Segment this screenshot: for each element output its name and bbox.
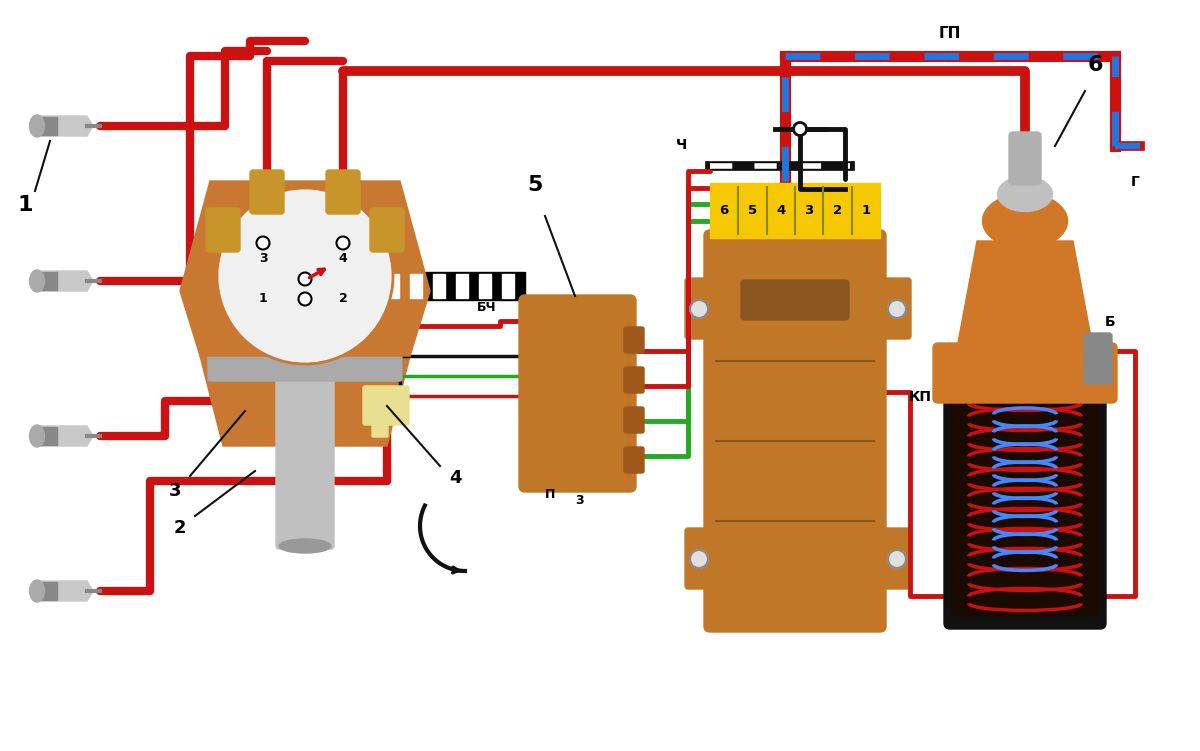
Polygon shape [37,426,94,446]
Text: 3: 3 [576,494,584,507]
FancyBboxPatch shape [934,343,1117,403]
Polygon shape [37,427,58,445]
FancyBboxPatch shape [704,230,886,632]
Text: Г: Г [1130,175,1140,189]
FancyBboxPatch shape [624,407,644,433]
FancyBboxPatch shape [624,367,644,393]
Bar [295,272,526,300]
Circle shape [793,122,806,135]
Bar [502,274,514,298]
Ellipse shape [30,580,44,602]
Polygon shape [37,116,94,136]
Ellipse shape [30,425,44,447]
Circle shape [690,300,708,318]
Text: 2: 2 [338,292,347,306]
FancyBboxPatch shape [624,447,644,473]
Text: 5: 5 [527,175,542,195]
Text: 6: 6 [1087,55,1103,75]
Text: 4: 4 [776,204,786,217]
FancyBboxPatch shape [883,528,911,589]
FancyBboxPatch shape [883,278,911,339]
Circle shape [336,237,349,249]
Text: 6: 6 [720,204,728,217]
Circle shape [299,273,312,285]
Polygon shape [37,117,58,135]
Bar [295,274,307,298]
Text: Ч: Ч [677,138,688,152]
Text: 3: 3 [804,204,814,217]
Ellipse shape [997,176,1052,212]
FancyBboxPatch shape [520,295,636,492]
Ellipse shape [30,115,44,137]
FancyBboxPatch shape [208,352,402,381]
Polygon shape [37,271,94,291]
Text: 5: 5 [748,204,757,217]
FancyBboxPatch shape [372,417,388,437]
Bar [386,274,398,298]
FancyBboxPatch shape [685,528,713,589]
Text: 3: 3 [169,482,181,500]
Bar [456,274,468,298]
Text: Б: Б [1105,315,1115,329]
Bar [433,274,445,298]
Text: 1: 1 [17,195,32,215]
FancyBboxPatch shape [250,170,284,214]
Circle shape [257,237,270,249]
Text: 2: 2 [833,204,842,217]
FancyBboxPatch shape [1084,348,1112,384]
Polygon shape [958,241,1093,348]
FancyBboxPatch shape [952,391,1098,616]
FancyBboxPatch shape [1009,132,1042,185]
Ellipse shape [278,539,331,553]
FancyBboxPatch shape [1084,333,1112,369]
Text: П: П [545,488,556,501]
Text: 1: 1 [862,204,870,217]
Polygon shape [200,356,410,446]
Text: 1: 1 [259,292,268,306]
Bar [479,274,491,298]
Ellipse shape [983,194,1068,249]
Bar [410,274,422,298]
Bar [318,274,330,298]
Polygon shape [37,581,94,601]
Circle shape [888,300,906,318]
Circle shape [217,188,394,364]
FancyBboxPatch shape [685,278,713,339]
Circle shape [690,550,708,568]
Text: 4: 4 [449,469,461,487]
Text: ГП: ГП [938,26,961,41]
FancyBboxPatch shape [326,170,360,214]
FancyBboxPatch shape [206,208,240,252]
Text: КП: КП [908,390,931,404]
Polygon shape [37,272,58,290]
Bar [710,183,880,238]
FancyBboxPatch shape [370,208,404,252]
FancyBboxPatch shape [740,280,848,320]
Text: 3: 3 [259,252,268,266]
Circle shape [888,550,906,568]
Text: 2: 2 [174,519,186,537]
Polygon shape [180,181,430,356]
Bar [364,274,376,298]
FancyBboxPatch shape [364,386,409,425]
Text: 4: 4 [338,252,347,266]
Ellipse shape [30,270,44,292]
FancyBboxPatch shape [944,370,1106,629]
Bar [341,274,353,298]
Text: БЧ: БЧ [478,301,497,314]
Circle shape [299,292,312,306]
FancyBboxPatch shape [624,327,644,353]
FancyBboxPatch shape [276,373,334,549]
Polygon shape [37,582,58,600]
